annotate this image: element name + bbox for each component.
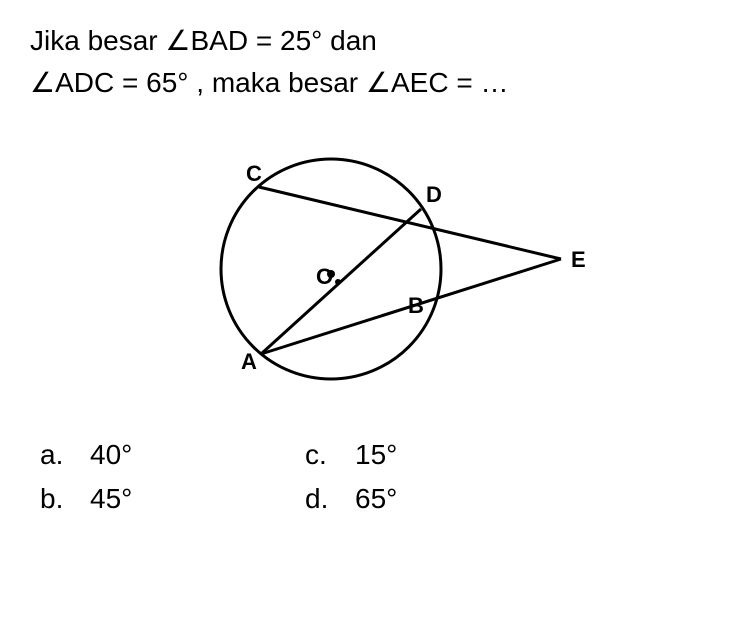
option-a-value: 40° <box>90 439 132 471</box>
svg-text:A: A <box>241 349 257 374</box>
option-d-letter: d. <box>305 483 355 515</box>
option-c-value: 15° <box>355 439 397 471</box>
option-d: d. 65° <box>305 483 530 515</box>
q-prefix: Jika besar <box>30 25 165 56</box>
q-angle2: ∠ADC = 65° <box>30 67 188 98</box>
svg-text:B: B <box>408 293 424 318</box>
q-suffix1: dan <box>330 25 377 56</box>
option-d-value: 65° <box>355 483 397 515</box>
question-line-2: ∠ADC = 65° , maka besar ∠AEC = … <box>30 62 712 104</box>
svg-text:D: D <box>426 182 442 207</box>
option-a-letter: a. <box>40 439 90 471</box>
option-b: b. 45° <box>40 483 265 515</box>
q-angle3: ∠AEC = … <box>366 67 509 98</box>
option-a: a. 40° <box>40 439 265 471</box>
question-line-1: Jika besar ∠BAD = 25° dan <box>30 20 712 62</box>
answer-options: a. 40° c. 15° b. 45° d. 65° <box>30 439 530 515</box>
svg-text:O: O <box>316 264 333 289</box>
geometry-diagram: A B C D E O <box>141 129 601 409</box>
q-angle1: ∠BAD = 25° <box>165 25 322 56</box>
svg-text:E: E <box>571 247 586 272</box>
option-b-letter: b. <box>40 483 90 515</box>
option-c: c. 15° <box>305 439 530 471</box>
q-mid: , maka besar <box>196 67 366 98</box>
diagram-container: A B C D E O <box>30 129 712 409</box>
option-b-value: 45° <box>90 483 132 515</box>
svg-text:C: C <box>246 161 262 186</box>
option-c-letter: c. <box>305 439 355 471</box>
